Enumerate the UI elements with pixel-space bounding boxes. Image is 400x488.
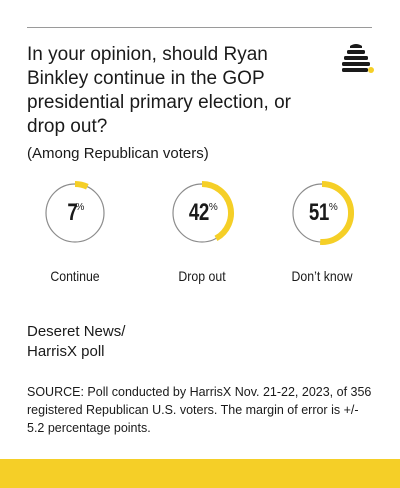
source-note: SOURCE: Poll conducted by HarrisX Nov. 2… <box>27 385 372 435</box>
beehive-icon <box>336 42 376 76</box>
value-label: 42 <box>189 199 210 226</box>
donut-drop-out: 42 % <box>169 180 235 246</box>
value-label: 7 <box>67 199 78 226</box>
donut-svg <box>45 181 105 243</box>
donut-continue: 7 % <box>42 180 108 246</box>
value-label: 51 <box>309 199 330 226</box>
category-label: Continue <box>50 268 100 284</box>
footer-accent-bar <box>0 459 400 488</box>
donut-value: 7 % <box>42 180 108 246</box>
percent-sign: % <box>75 201 85 213</box>
category-label: Drop out <box>178 268 226 284</box>
category-label: Don’t know <box>291 268 353 284</box>
percent-sign: % <box>328 201 338 213</box>
donut-value: 42 % <box>169 180 235 246</box>
source-title-line: HarrisX poll <box>27 343 105 360</box>
donut-svg <box>292 181 355 245</box>
donut-charts: 7 % Continue 42 % Drop out 51 % Don’t kn… <box>0 180 400 290</box>
percent-sign: % <box>208 201 218 213</box>
donut-dont-know: 51 % <box>289 180 355 246</box>
source-title: Deseret News/ HarrisX poll <box>27 322 125 362</box>
chart-title: In your opinion, should Ryan Binkley con… <box>27 44 292 137</box>
chart-subtitle: (Among Republican voters) <box>27 145 209 162</box>
donut-value-arc <box>74 181 89 190</box>
donut-value-arc <box>319 181 355 245</box>
donut-svg <box>172 181 234 243</box>
donut-value-arc <box>201 181 234 242</box>
top-divider <box>27 27 372 28</box>
donut-value: 51 % <box>289 180 355 246</box>
source-title-line: Deseret News/ <box>27 323 126 340</box>
